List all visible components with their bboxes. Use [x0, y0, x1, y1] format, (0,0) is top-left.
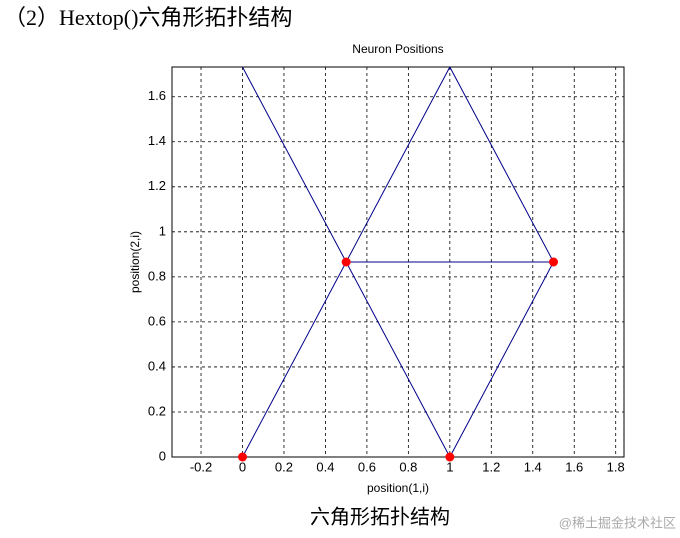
- watermark: @稀土掘金技术社区: [559, 515, 676, 530]
- chart-title: Neuron Positions: [352, 42, 443, 56]
- caption: 六角形拓扑结构: [310, 506, 450, 529]
- y-tick-label: 0.6: [148, 313, 166, 328]
- y-tick-label: 1: [159, 223, 166, 238]
- x-tick-label: 0.4: [316, 459, 334, 474]
- x-tick-label: 0.6: [358, 459, 376, 474]
- heading: （2）Hextop()六角形拓扑结构: [4, 5, 292, 30]
- neuron-point: [549, 257, 559, 267]
- x-tick-label: 0.8: [399, 459, 417, 474]
- x-tick-label: 1.8: [607, 459, 625, 474]
- y-tick-label: 0: [159, 448, 166, 463]
- x-axis-label: position(1,i): [367, 481, 429, 495]
- x-tick-label: 1.4: [524, 459, 542, 474]
- x-tick-label: 1: [446, 459, 453, 474]
- y-tick-label: 0.4: [148, 358, 166, 373]
- x-tick-label: 1.6: [565, 459, 583, 474]
- x-tick-label: 0: [239, 459, 246, 474]
- y-tick-label: 1.4: [148, 133, 166, 148]
- x-tick-label: -0.2: [190, 459, 212, 474]
- y-tick-label: 0.2: [148, 403, 166, 418]
- y-tick-label: 1.2: [148, 178, 166, 193]
- plot-frame: [171, 66, 625, 458]
- y-tick-label: 1.6: [148, 88, 166, 103]
- x-tick-label: 1.2: [482, 459, 500, 474]
- neuron-point: [341, 257, 351, 267]
- neuron-point: [237, 452, 247, 462]
- y-tick-label: 0.8: [148, 268, 166, 283]
- y-axis-label: position(2,i): [128, 231, 142, 293]
- neuron-point: [445, 452, 455, 462]
- x-tick-label: 0.2: [275, 459, 293, 474]
